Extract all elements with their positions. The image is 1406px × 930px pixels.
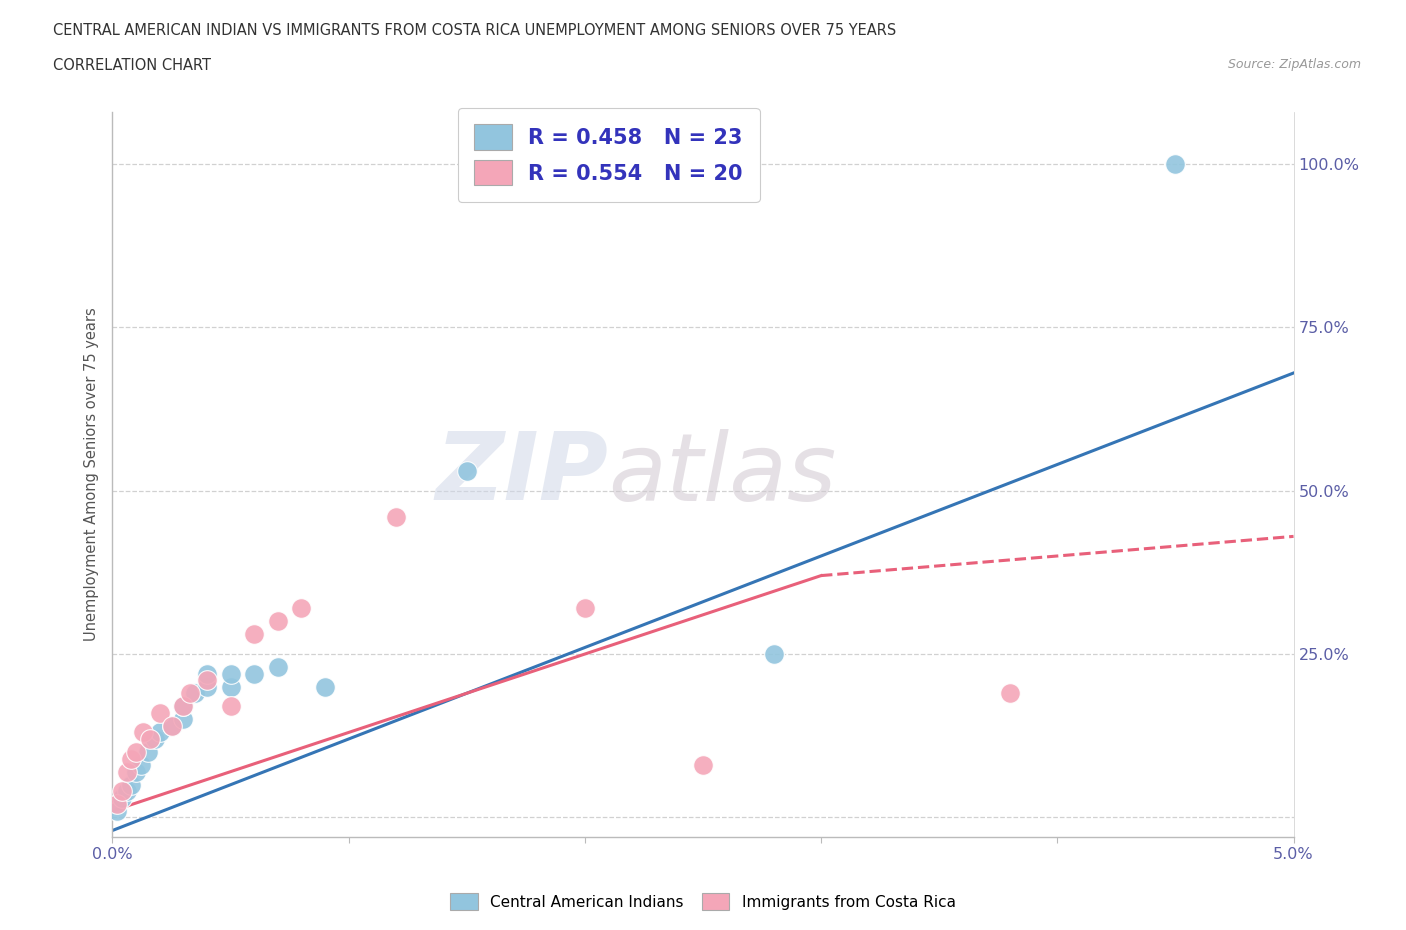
Point [111, 790, 134, 805]
Legend: Central American Indians, Immigrants from Costa Rica: Central American Indians, Immigrants fro… [443, 885, 963, 918]
Y-axis label: Unemployment Among Seniors over 75 years: Unemployment Among Seniors over 75 years [83, 308, 98, 641]
Point [692, 758, 714, 773]
Point [195, 672, 218, 687]
Point [219, 679, 242, 694]
Point [219, 666, 242, 681]
Point [136, 745, 159, 760]
Point [115, 784, 138, 799]
Legend: R = 0.458   N = 23, R = 0.554   N = 20: R = 0.458 N = 23, R = 0.554 N = 20 [457, 108, 759, 202]
Point [132, 725, 155, 740]
Point [179, 685, 201, 700]
Point [998, 685, 1021, 700]
Point [574, 601, 596, 616]
Point [314, 679, 336, 694]
Point [1164, 156, 1187, 171]
Point [172, 698, 194, 713]
Point [125, 745, 148, 760]
Point [125, 764, 148, 779]
Point [129, 758, 152, 773]
Text: atlas: atlas [609, 429, 837, 520]
Point [149, 725, 172, 740]
Point [762, 646, 785, 661]
Point [267, 614, 290, 629]
Point [120, 751, 142, 766]
Point [172, 698, 194, 713]
Point [195, 679, 218, 694]
Text: ZIP: ZIP [436, 429, 609, 520]
Text: CENTRAL AMERICAN INDIAN VS IMMIGRANTS FROM COSTA RICA UNEMPLOYMENT AMONG SENIORS: CENTRAL AMERICAN INDIAN VS IMMIGRANTS FR… [53, 23, 897, 38]
Point [120, 777, 142, 792]
Point [172, 712, 194, 727]
Point [115, 764, 138, 779]
Text: Source: ZipAtlas.com: Source: ZipAtlas.com [1227, 58, 1361, 71]
Point [243, 627, 266, 642]
Point [139, 732, 162, 747]
Text: CORRELATION CHART: CORRELATION CHART [53, 58, 211, 73]
Point [219, 698, 242, 713]
Point [290, 601, 312, 616]
Point [160, 719, 183, 734]
Point [243, 666, 266, 681]
Point [385, 510, 408, 525]
Point [105, 804, 128, 818]
Point [111, 784, 134, 799]
Point [160, 719, 183, 734]
Point [105, 797, 128, 812]
Point [149, 705, 172, 720]
Point [184, 685, 207, 700]
Point [143, 732, 166, 747]
Point [267, 659, 290, 674]
Point [456, 463, 478, 478]
Point [195, 666, 218, 681]
